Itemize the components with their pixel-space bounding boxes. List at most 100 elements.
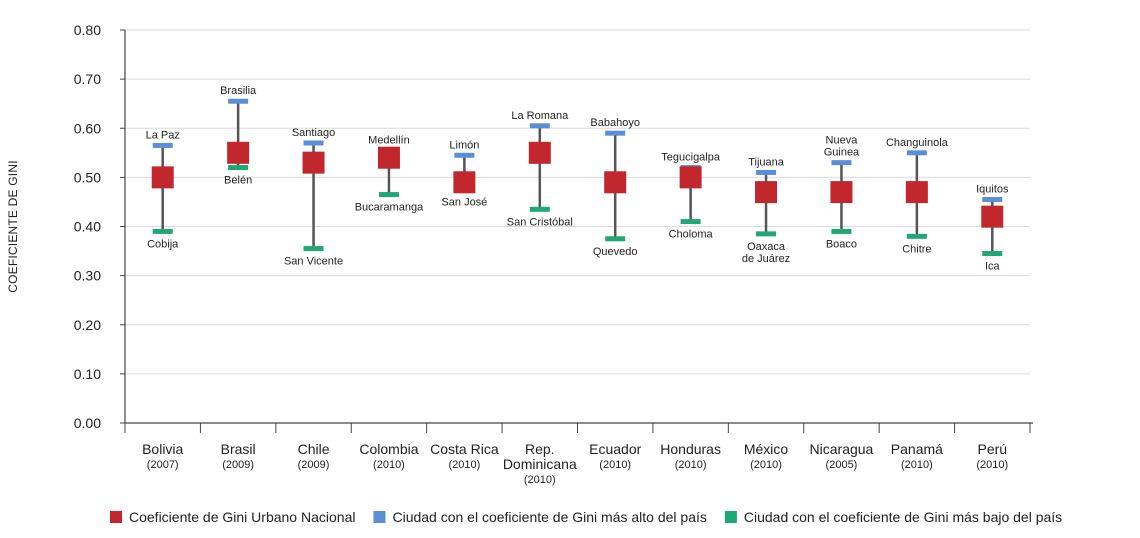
y-tick-label: 0.30: [74, 268, 101, 284]
category-year-label: (2010): [750, 459, 782, 471]
national-gini-marker: [528, 141, 551, 164]
high-city-marker: [906, 150, 927, 156]
high-city-marker: [756, 169, 777, 175]
national-gini-marker: [679, 166, 702, 189]
category-label: Honduras: [660, 441, 721, 457]
high-city-label: Changuinola: [886, 137, 949, 149]
low-city-label: Bucaramanga: [355, 202, 424, 214]
high-city-label: Brasilia: [220, 85, 257, 97]
chart-marks: [151, 98, 1004, 257]
category-label: Nicaragua: [810, 441, 874, 457]
low-city-label: de Juárez: [742, 253, 790, 265]
category-label: Perú: [978, 441, 1008, 457]
national-gini-marker: [377, 146, 400, 169]
high-city-marker: [831, 160, 852, 166]
national-gini-marker: [981, 205, 1004, 228]
gridlines: [125, 29, 1030, 375]
low-city-marker: [228, 165, 249, 171]
high-city-label: Guinea: [824, 147, 860, 159]
low-city-label: Belén: [224, 175, 252, 187]
category-label: Chile: [298, 441, 330, 457]
low-city-marker: [605, 236, 626, 242]
low-city-marker: [303, 246, 324, 252]
y-tick-label: 0.60: [74, 120, 101, 136]
national-gini-marker: [830, 181, 853, 204]
high-city-label: Babahoyo: [590, 117, 640, 129]
high-city-marker: [605, 130, 626, 136]
legend-label: Ciudad con el coeficiente de Gini más al…: [392, 509, 706, 525]
high-city-label: Tijuana: [748, 156, 785, 168]
high-city-marker: [303, 140, 324, 146]
category-label: Costa Rica: [430, 441, 499, 457]
high-city-label: Nueva: [826, 135, 859, 147]
legend-label: Ciudad con el coeficiente de Gini más ba…: [744, 509, 1062, 525]
legend-swatch: [110, 511, 122, 523]
legend-swatch: [724, 511, 737, 523]
category-year-label: (2009): [222, 459, 254, 471]
low-city-label: Cobija: [147, 238, 179, 250]
national-gini-marker: [302, 151, 325, 174]
category-label: México: [744, 441, 789, 457]
low-city-marker: [756, 231, 777, 237]
high-city-label: Limón: [449, 139, 479, 151]
high-city-label: Santiago: [292, 127, 335, 139]
category-label: Bolivia: [142, 441, 183, 457]
legend-swatch: [373, 511, 386, 523]
y-tick-label: 0.40: [74, 219, 101, 235]
low-city-marker: [152, 228, 173, 234]
national-gini-marker: [453, 171, 476, 194]
category-label: Brasil: [221, 441, 256, 457]
category-year-label: (2010): [524, 474, 556, 486]
category-year-label: (2010): [373, 459, 405, 471]
high-city-marker: [982, 196, 1003, 202]
category-label: Dominicana: [503, 456, 577, 472]
low-city-marker: [906, 233, 927, 239]
category-year-label: (2007): [147, 459, 179, 471]
low-city-label: Chitre: [902, 243, 931, 255]
y-tick-label: 0.20: [74, 317, 101, 333]
legend: Coeficiente de Gini Urbano Nacional Ciuda…: [110, 509, 1062, 525]
high-city-label: La Paz: [146, 129, 180, 141]
low-city-label: Ica: [985, 261, 1001, 273]
high-city-marker: [529, 123, 550, 129]
high-city-marker: [454, 152, 475, 158]
axes: [120, 29, 1033, 433]
low-city-label: Oaxaca: [747, 241, 786, 253]
high-city-label: Medellín: [368, 134, 410, 146]
high-city-marker: [228, 98, 249, 104]
category-label: Colombia: [359, 441, 418, 457]
y-tick-label: 0.50: [74, 169, 101, 185]
low-city-marker: [529, 206, 550, 212]
y-tick-label: 0.00: [74, 415, 101, 431]
national-gini-marker: [905, 181, 928, 204]
low-city-label: San José: [441, 197, 487, 209]
category-year-label: (2010): [599, 459, 631, 471]
category-label: Rep.: [525, 441, 555, 457]
high-city-label: La Romana: [511, 110, 569, 122]
low-city-label: San Cristóbal: [507, 216, 573, 228]
y-axis-label: COEFICIENTE DE GINI: [6, 160, 20, 292]
chart-labels: 0.00 0.10 0.20 0.30 0.40 0.50 0.60 0.70 0.80 COEF…: [6, 22, 1009, 486]
category-year-label: (2010): [675, 459, 707, 471]
legend-label: Coeficiente de Gini Urbano Nacional: [129, 509, 355, 525]
category-label: Ecuador: [589, 441, 641, 457]
category-year-label: (2010): [448, 459, 480, 471]
low-city-label: Quevedo: [593, 246, 638, 258]
high-city-marker: [152, 142, 173, 148]
low-city-marker: [831, 228, 852, 234]
low-city-marker: [680, 219, 701, 225]
national-gini-marker: [227, 141, 250, 164]
category-year-label: (2005): [826, 459, 858, 471]
high-city-label: Tegucigalpa: [661, 152, 721, 164]
low-city-marker: [378, 192, 399, 198]
national-gini-marker: [151, 166, 174, 189]
national-gini-marker: [755, 181, 778, 204]
low-city-label: Boaco: [826, 238, 857, 250]
national-gini-marker: [604, 171, 627, 194]
high-city-label: Iquitos: [976, 183, 1009, 195]
y-tick-label: 0.70: [74, 71, 101, 87]
y-tick-label: 0.10: [74, 366, 101, 382]
low-city-label: Choloma: [669, 229, 714, 241]
